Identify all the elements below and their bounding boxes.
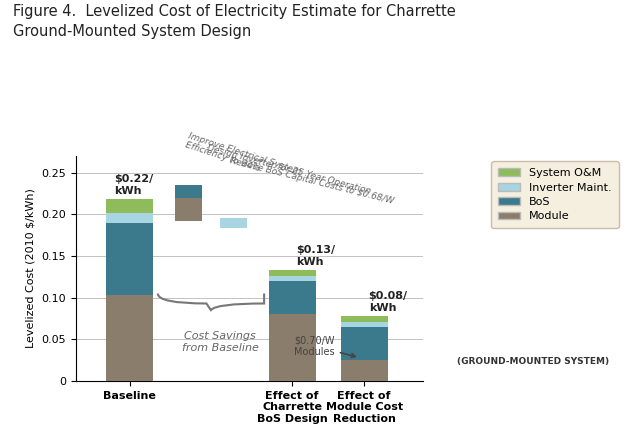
Bar: [220, 218, 247, 229]
Bar: [341, 322, 387, 327]
Bar: [107, 213, 153, 223]
Bar: [341, 360, 387, 381]
Text: $0.70/W
Modules: $0.70/W Modules: [294, 335, 355, 357]
Y-axis label: Levelized Cost (2010 $/kWh): Levelized Cost (2010 $/kWh): [26, 188, 36, 349]
Text: $0.08/
kWh: $0.08/ kWh: [369, 291, 408, 313]
Text: $0.13/
kWh: $0.13/ kWh: [297, 245, 336, 267]
Text: Reduce BoS Capital Costs to $0.68/W: Reduce BoS Capital Costs to $0.68/W: [229, 156, 394, 206]
Bar: [175, 197, 202, 221]
Text: Figure 4.  Levelized Cost of Electricity Estimate for Charrette
Ground-Mounted S: Figure 4. Levelized Cost of Electricity …: [13, 4, 456, 39]
Legend: System O&M, Inverter Maint., BoS, Module: System O&M, Inverter Maint., BoS, Module: [492, 162, 618, 228]
Bar: [341, 316, 387, 322]
Bar: [341, 327, 387, 360]
Text: (GROUND-MOUNTED SYSTEM): (GROUND-MOUNTED SYSTEM): [457, 357, 610, 366]
Bar: [269, 270, 316, 276]
Text: Cost Savings
from Baseline: Cost Savings from Baseline: [182, 331, 258, 352]
Bar: [107, 223, 153, 295]
Bar: [107, 199, 153, 213]
Text: $0.22/
kWh: $0.22/ kWh: [114, 174, 154, 196]
Bar: [269, 276, 316, 281]
Text: Improve Electrical System
Efficiency to 94%: Improve Electrical System Efficiency to …: [184, 131, 302, 186]
Bar: [269, 281, 316, 314]
Bar: [107, 295, 153, 381]
Text: Design Inverter for 25 Year Operation: Design Inverter for 25 Year Operation: [206, 143, 372, 196]
Bar: [175, 185, 202, 197]
Bar: [269, 314, 316, 381]
